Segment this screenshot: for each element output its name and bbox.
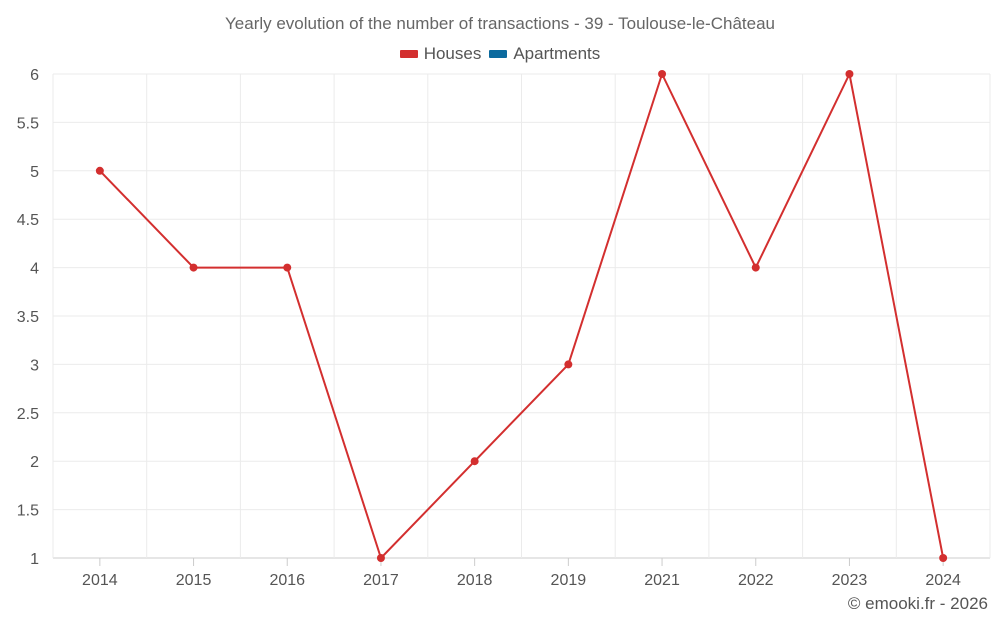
legend-swatch-houses xyxy=(399,50,418,58)
data-point xyxy=(283,263,292,272)
legend-label-apartments: Apartments xyxy=(513,44,601,63)
data-point xyxy=(95,166,104,175)
data-point xyxy=(658,70,667,78)
data-point xyxy=(376,554,385,562)
y-tick-label: 4 xyxy=(30,261,39,278)
legend-item-apartments[interactable]: Apartments xyxy=(489,44,600,64)
y-tick-label: 2 xyxy=(30,454,39,471)
x-tick-label: 2023 xyxy=(832,572,868,589)
data-point xyxy=(189,263,198,272)
credit-text: © emooki.fr - 2026 xyxy=(847,594,988,613)
y-tick-label: 6 xyxy=(30,67,39,84)
x-tick-label: 2015 xyxy=(176,572,212,589)
x-tick-label: 2024 xyxy=(925,572,961,589)
y-tick-label: 2.5 xyxy=(17,406,39,423)
data-point xyxy=(751,263,760,272)
x-tick-label: 2014 xyxy=(82,572,118,589)
x-tick-label: 2018 xyxy=(457,572,493,589)
chart-title: Yearly evolution of the number of transa… xyxy=(225,14,775,33)
y-tick-label: 4.5 xyxy=(17,212,39,229)
y-tick-label: 1 xyxy=(30,551,39,568)
legend-label-houses: Houses xyxy=(423,44,482,63)
x-tick-label: 2022 xyxy=(738,572,774,589)
y-tick-label: 3 xyxy=(30,357,39,374)
x-tick-label: 2016 xyxy=(269,572,305,589)
legend-swatch-apartments xyxy=(489,50,508,58)
legend: Houses Apartments xyxy=(0,44,1000,64)
legend-item-houses[interactable]: Houses xyxy=(399,44,482,64)
y-tick-label: 5.5 xyxy=(17,115,39,132)
y-tick-label: 3.5 xyxy=(17,309,39,326)
y-tick-label: 1.5 xyxy=(17,503,39,520)
data-point xyxy=(470,457,479,466)
x-tick-label: 2017 xyxy=(363,572,399,589)
x-tick-label: 2021 xyxy=(644,572,680,589)
data-point xyxy=(845,70,854,78)
series-line-houses xyxy=(99,73,945,559)
y-tick-label: 5 xyxy=(30,164,39,181)
data-point xyxy=(939,554,948,562)
data-point xyxy=(564,360,573,369)
x-tick-label: 2019 xyxy=(551,572,587,589)
